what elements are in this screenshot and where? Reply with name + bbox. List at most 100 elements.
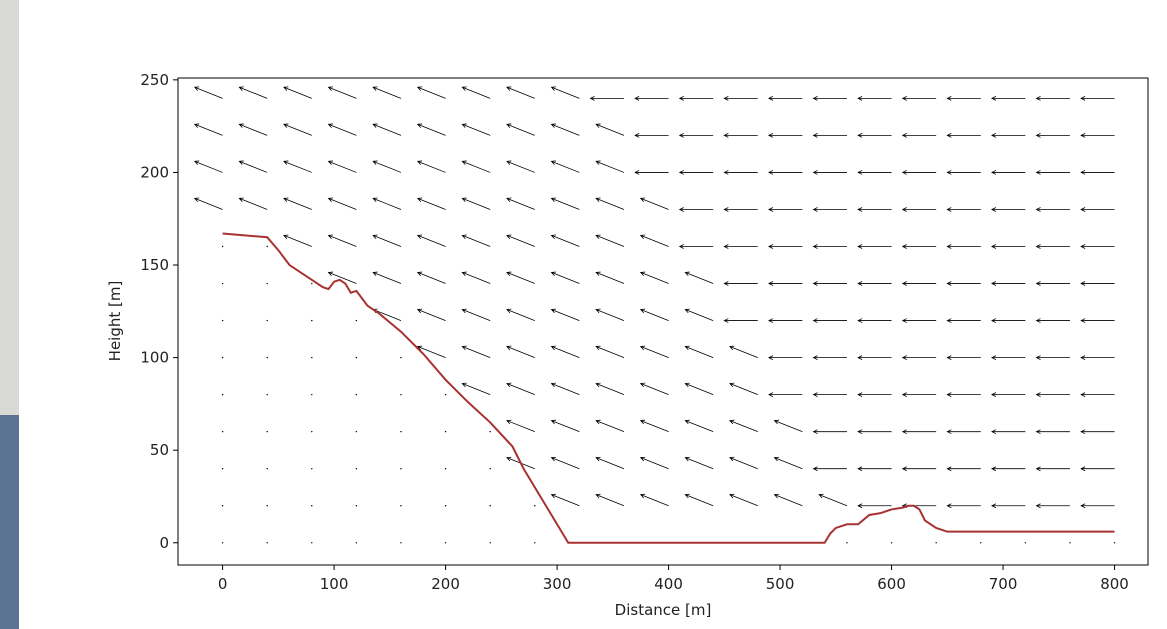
vector-arrow bbox=[768, 207, 803, 212]
vector-arrow bbox=[857, 207, 892, 212]
vector-arrow bbox=[639, 308, 669, 321]
vector-arrow bbox=[946, 207, 981, 212]
vector-arrow bbox=[550, 308, 580, 321]
vector-arrow bbox=[1080, 207, 1115, 212]
y-tick-label: 150 bbox=[140, 256, 169, 274]
vector-arrow bbox=[639, 493, 669, 507]
vector-dot bbox=[846, 542, 848, 544]
vector-arrow bbox=[1080, 392, 1115, 398]
vector-arrow bbox=[327, 160, 357, 173]
vector-arrow bbox=[550, 197, 580, 210]
vector-arrow bbox=[729, 493, 758, 507]
vector-arrow bbox=[678, 244, 714, 249]
vector-arrow bbox=[238, 160, 268, 173]
vector-arrow bbox=[678, 170, 714, 175]
vector-arrow bbox=[416, 234, 446, 247]
vector-arrow bbox=[946, 281, 981, 286]
vector-dot bbox=[311, 430, 313, 433]
vector-arrow bbox=[991, 207, 1026, 212]
vector-arrow bbox=[595, 123, 625, 136]
vector-arrow bbox=[678, 207, 714, 212]
vector-arrow bbox=[1080, 96, 1115, 101]
vector-arrow bbox=[812, 207, 847, 212]
vector-dot bbox=[355, 542, 358, 544]
vector-arrow bbox=[1035, 503, 1070, 509]
vector-arrow bbox=[283, 197, 312, 210]
vector-arrow bbox=[461, 197, 491, 210]
vector-arrow bbox=[1080, 466, 1115, 472]
vector-arrow bbox=[768, 281, 803, 286]
vector-arrow bbox=[506, 160, 535, 173]
vector-dot bbox=[400, 430, 402, 433]
vector-dot bbox=[890, 542, 893, 544]
vector-arrow bbox=[372, 234, 402, 247]
vector-arrow bbox=[327, 197, 357, 210]
vector-arrow bbox=[506, 86, 535, 99]
vector-arrow bbox=[857, 318, 892, 323]
x-tick-label: 400 bbox=[654, 575, 683, 593]
vector-arrow bbox=[991, 355, 1026, 360]
plot-frame bbox=[177, 77, 1149, 566]
vector-arrow bbox=[506, 197, 535, 210]
vector-arrow bbox=[818, 493, 848, 507]
vector-arrow bbox=[193, 197, 223, 210]
vector-arrow bbox=[684, 271, 714, 284]
vector-arrow bbox=[857, 133, 892, 138]
vector-arrow bbox=[550, 493, 580, 507]
vector-arrow bbox=[857, 355, 892, 360]
vector-dot bbox=[221, 319, 224, 322]
vector-arrow bbox=[550, 456, 580, 470]
vector-arrow bbox=[550, 271, 580, 284]
vector-dot bbox=[489, 430, 491, 433]
vector-arrow bbox=[723, 96, 758, 101]
vector-arrow bbox=[1035, 207, 1070, 212]
vector-arrow bbox=[857, 392, 892, 398]
vector-dot bbox=[980, 542, 982, 544]
vector-arrow bbox=[416, 123, 446, 136]
y-axis-label: Height [m] bbox=[106, 281, 124, 362]
vector-dot bbox=[489, 468, 491, 470]
vector-arrow bbox=[946, 133, 981, 138]
x-tick-label: 800 bbox=[1100, 575, 1129, 593]
vector-arrow bbox=[1035, 133, 1070, 138]
vector-arrow bbox=[857, 429, 892, 435]
vector-arrow bbox=[595, 345, 625, 358]
vector-arrow bbox=[639, 234, 669, 247]
vector-arrow bbox=[1080, 429, 1115, 435]
vector-arrow bbox=[946, 318, 981, 323]
vector-arrow bbox=[461, 234, 491, 247]
vector-dot bbox=[266, 393, 268, 396]
vector-arrow bbox=[1035, 170, 1070, 175]
vector-arrow bbox=[991, 133, 1026, 138]
vector-arrow bbox=[768, 170, 803, 175]
vector-arrow bbox=[723, 133, 758, 138]
vector-arrow bbox=[946, 392, 981, 398]
vector-arrow bbox=[461, 308, 491, 321]
vector-dot bbox=[444, 430, 447, 433]
vector-arrow bbox=[812, 281, 847, 286]
vector-arrow bbox=[946, 96, 981, 101]
x-tick-label: 200 bbox=[431, 575, 460, 593]
vector-dot bbox=[444, 393, 447, 396]
vector-dot bbox=[266, 430, 268, 433]
vector-arrow bbox=[461, 86, 491, 99]
x-tick-label: 100 bbox=[320, 575, 349, 593]
x-tick-label: 300 bbox=[543, 575, 572, 593]
vector-arrow bbox=[416, 197, 446, 210]
vector-arrow bbox=[812, 429, 847, 435]
vector-arrow bbox=[901, 318, 937, 323]
vector-arrow bbox=[639, 419, 669, 433]
vector-arrow bbox=[901, 170, 937, 175]
vector-arrow bbox=[723, 318, 758, 323]
vector-dot bbox=[400, 468, 402, 470]
vector-arrow bbox=[461, 271, 491, 284]
y-tick-label: 100 bbox=[140, 349, 169, 367]
vector-arrow bbox=[812, 133, 847, 138]
vector-arrow bbox=[238, 197, 268, 210]
vector-dot bbox=[400, 393, 402, 396]
vector-arrow bbox=[723, 170, 758, 175]
vector-arrow bbox=[773, 456, 803, 470]
vector-arrow bbox=[768, 244, 803, 249]
vector-arrow bbox=[1080, 318, 1115, 323]
vector-arrow bbox=[729, 382, 758, 396]
